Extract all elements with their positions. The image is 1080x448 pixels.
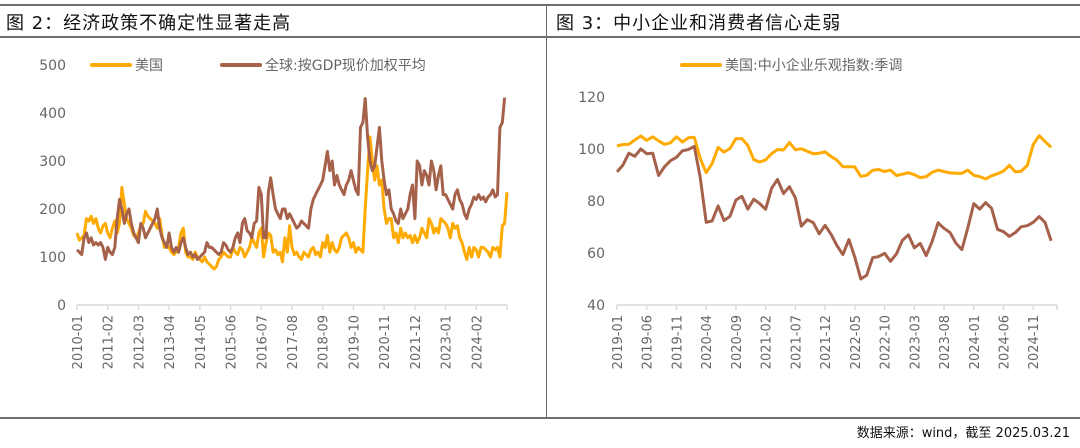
x-tick-label: 2020-09 [730, 315, 745, 369]
bottom-border [0, 417, 1080, 419]
y-tick-label: 400 [39, 106, 66, 122]
y-tick-label: 100 [578, 142, 605, 158]
x-tick-label: 2019-06 [641, 315, 656, 369]
chart-1: 0 100 200 300 400 500 2010-01 2011-02 2012-03 201… [39, 57, 509, 369]
series-line-2 [615, 144, 1053, 281]
y-tick-label: 80 [587, 194, 605, 210]
x-tick-label: 2013-04 [163, 315, 178, 369]
series-line-2 [75, 97, 507, 261]
x-tick-label: 2018-09 [317, 315, 332, 369]
x-tick-label: 2019-11 [670, 315, 685, 369]
series-line-1 [75, 135, 509, 271]
y-tick-label: 60 [587, 246, 605, 262]
y-tick-label: 120 [578, 90, 605, 106]
x-tick-label: 2015-06 [225, 315, 240, 369]
y-tick-label: 500 [39, 58, 66, 74]
x-tick-label: 2023-03 [908, 315, 923, 369]
legend-label: 美国 [135, 58, 163, 74]
top-border [0, 4, 1080, 6]
x-tick-label: 2017-08 [286, 315, 301, 369]
chart-2: 40 60 80 100 120 2019-01 2019-06 2019-11 2020-04… [578, 57, 1058, 369]
x-tick-label: 2024-06 [997, 315, 1012, 369]
title-divider [0, 36, 1080, 38]
x-tick-label: 2023-01 [440, 315, 455, 369]
right-chart-title: 图 3：中小企业和消费者信心走弱 [556, 13, 842, 34]
y-tick-label: 100 [39, 250, 66, 266]
x-tick-label: 2022-10 [879, 315, 894, 369]
x-tick-label: 2021-02 [760, 315, 775, 369]
x-tick-label: 2021-07 [789, 315, 804, 369]
x-tick-label: 2024-01 [968, 315, 983, 369]
x-tick-label: 2012-03 [132, 315, 147, 369]
x-tick-label: 2019-01 [611, 315, 626, 369]
x-tick-label: 2016-07 [255, 315, 270, 369]
x-tick-label: 2014-05 [194, 315, 209, 369]
x-tick-label: 2020-04 [700, 315, 715, 369]
x-tick-label: 2021-12 [409, 315, 424, 369]
x-tick-label: 2023-08 [938, 315, 953, 369]
x-tick-label: 2011-02 [102, 315, 117, 369]
legend-label: 美国:中小企业乐观指数:季调 [725, 57, 902, 74]
x-tick-label: 2024-11 [1027, 315, 1042, 369]
legend-label: 全球:按GDP现价加权平均 [265, 57, 426, 74]
x-tick-label: 2019-10 [347, 315, 362, 369]
x-tick-label: 2020-11 [378, 315, 393, 369]
data-source-note: 数据来源：wind，截至 2025.03.21 [856, 426, 1070, 441]
panel-divider [546, 4, 547, 418]
x-tick-label: 2024-02 [470, 315, 485, 369]
x-tick-label: 2010-01 [71, 315, 86, 369]
y-tick-label: 0 [57, 298, 66, 314]
x-tick-label: 2021-12 [819, 315, 834, 369]
left-chart-title: 图 2：经济政策不确定性显著走高 [6, 13, 292, 34]
y-tick-label: 300 [39, 154, 66, 170]
y-tick-label: 40 [587, 298, 605, 314]
x-tick-label: 2022-05 [849, 315, 864, 369]
y-tick-label: 200 [39, 202, 66, 218]
series-line-1 [616, 134, 1053, 181]
